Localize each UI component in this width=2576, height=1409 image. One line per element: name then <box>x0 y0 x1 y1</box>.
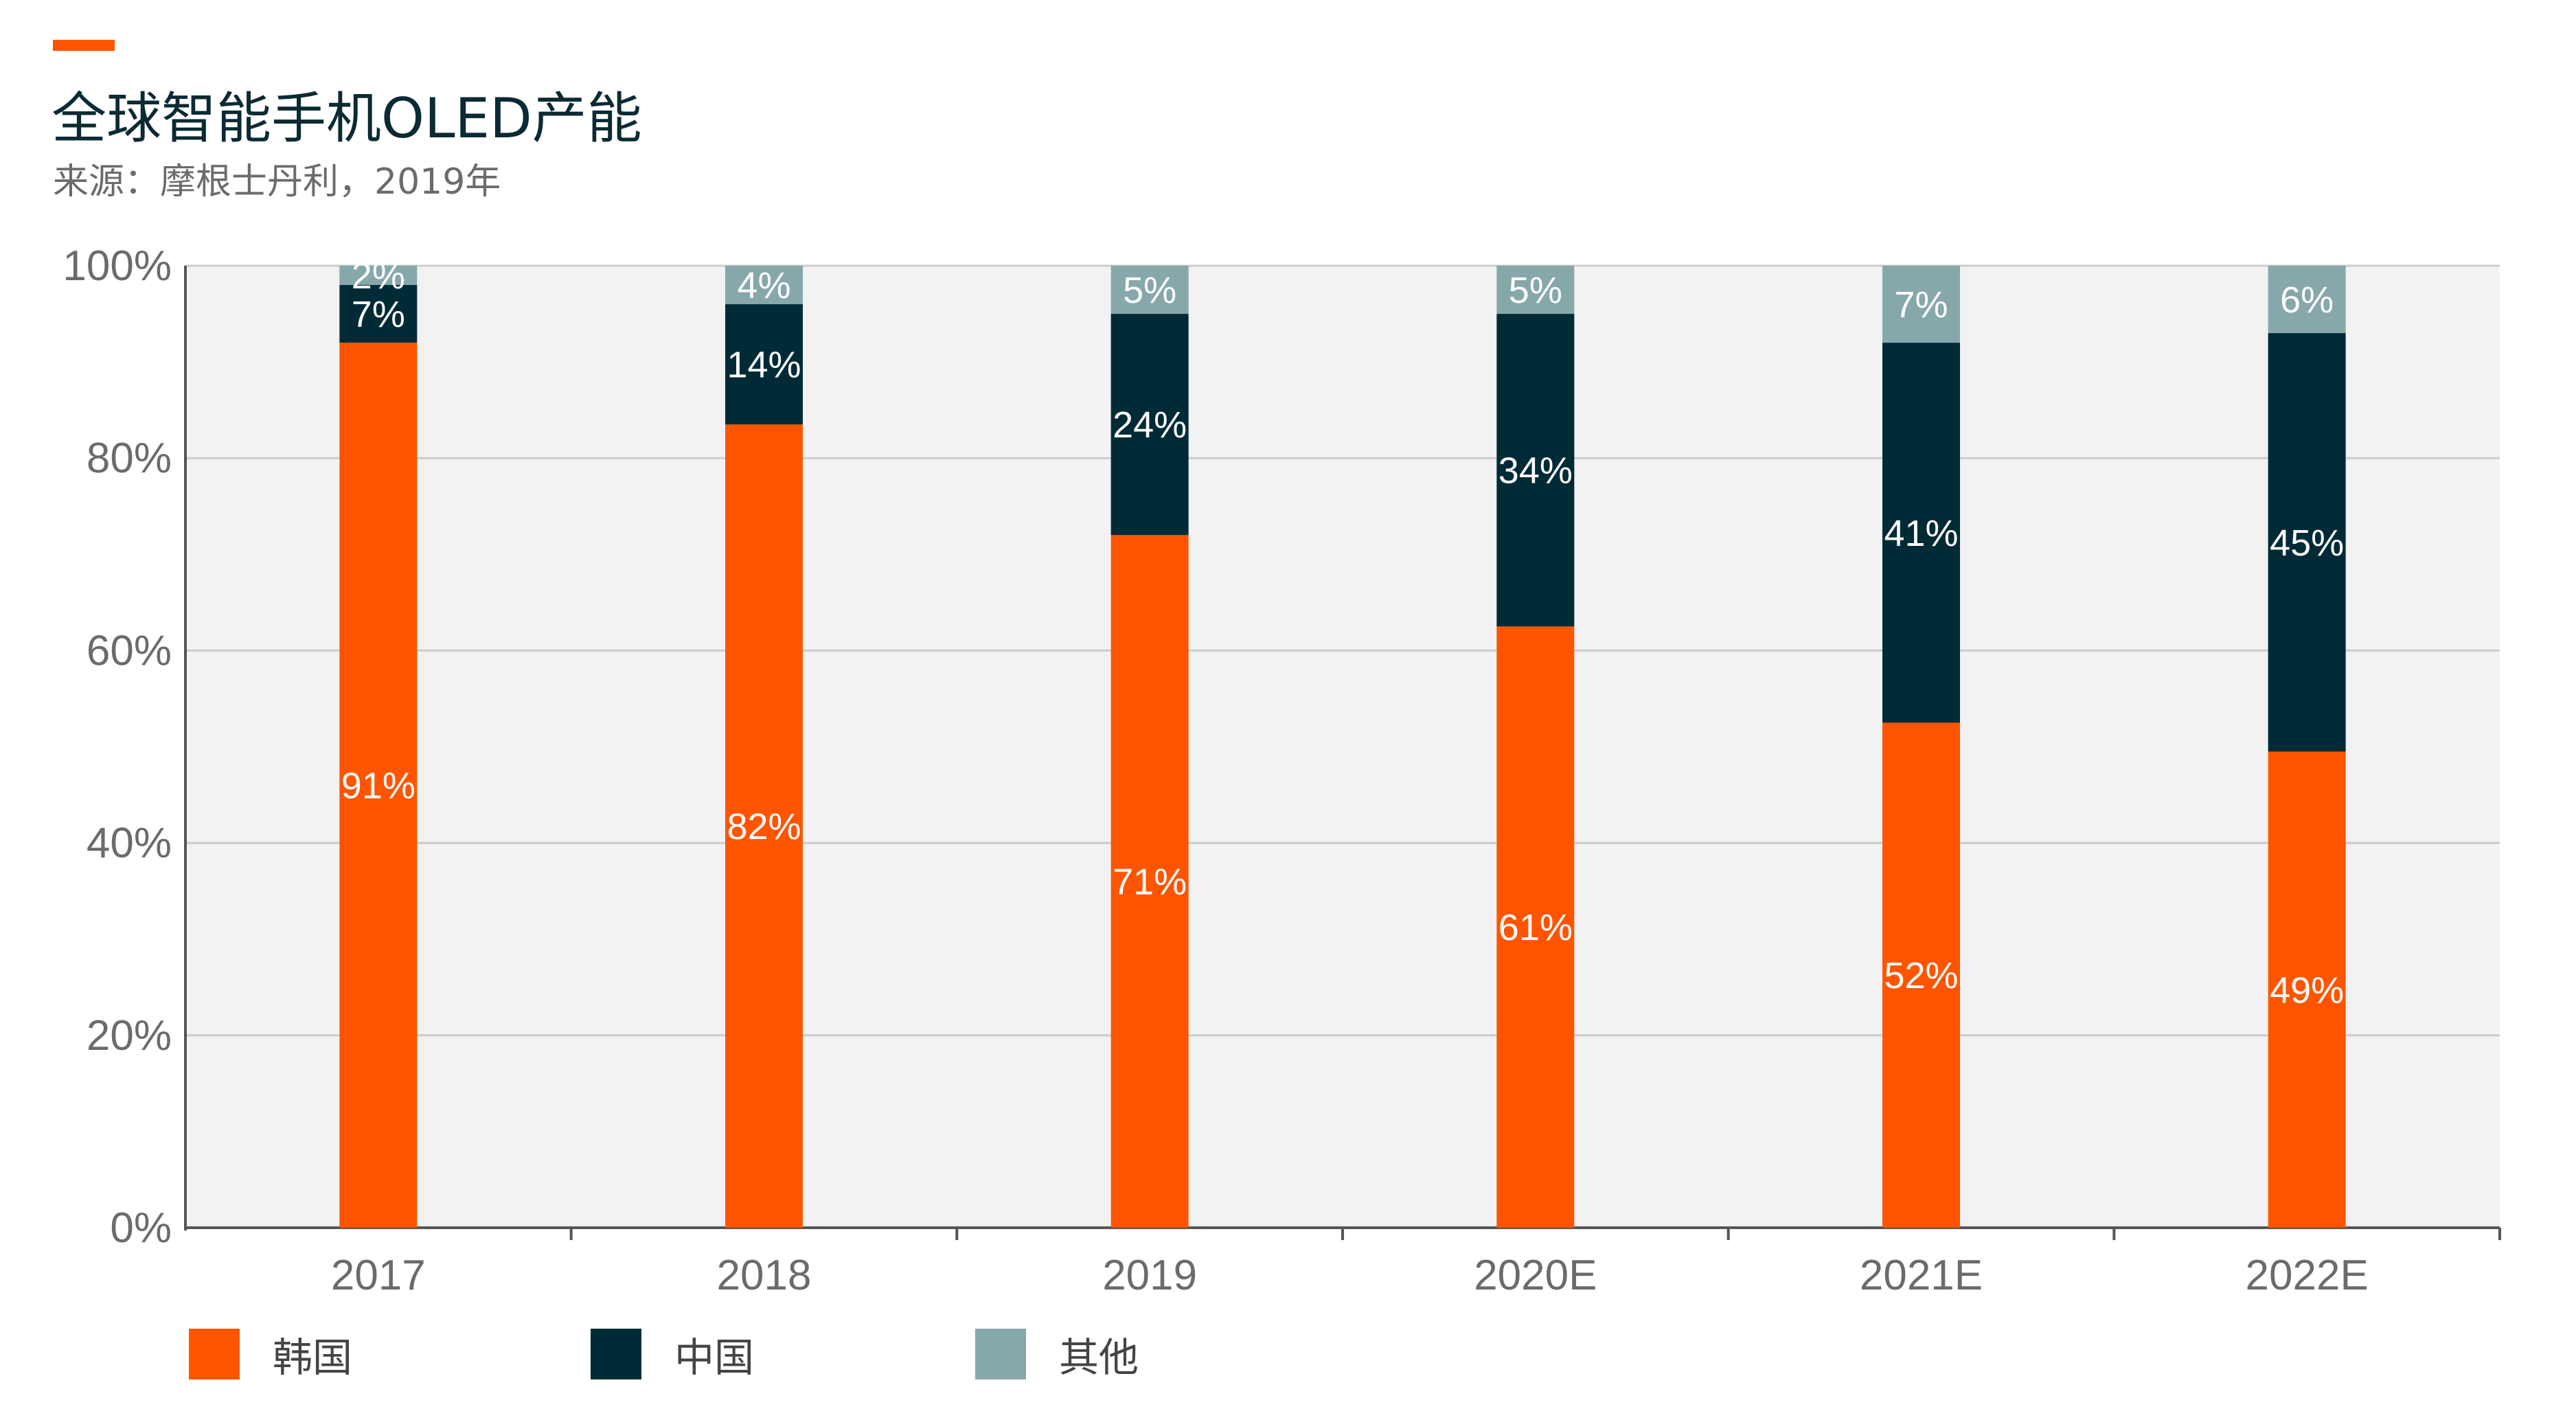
y-tick-label: 0% <box>110 1204 172 1252</box>
bar-segment-korea-2017 <box>339 343 418 1228</box>
data-label-china-2018: 14% <box>727 345 801 386</box>
y-tick-label: 40% <box>87 820 172 867</box>
data-label-china-2022E: 45% <box>2270 523 2344 564</box>
x-tick-label: 2018 <box>717 1252 812 1299</box>
data-label-other-2019: 5% <box>1123 270 1176 311</box>
data-label-korea-2022E: 49% <box>2270 970 2344 1011</box>
data-label-korea-2019: 71% <box>1113 862 1187 903</box>
data-label-other-2017: 2% <box>352 255 405 297</box>
bar-segment-korea-2020E <box>1496 626 1575 1228</box>
legend-item-china: 中国 <box>591 1329 754 1381</box>
data-label-other-2020E: 5% <box>1509 270 1562 311</box>
legend-swatch-korea <box>189 1329 240 1379</box>
x-tick-label: 2017 <box>331 1252 426 1299</box>
legend-label-china: 中国 <box>674 1334 755 1381</box>
bar-segment-other-2020E <box>1496 266 1575 314</box>
legend-label-other: 其他 <box>1059 1334 1139 1381</box>
bar-segment-other-2022E <box>2268 266 2346 334</box>
title-accent-bar <box>53 40 115 51</box>
bar-segment-other-2017 <box>339 266 418 286</box>
bar-segment-other-2019 <box>1110 266 1189 314</box>
bar-segment-korea-2021E <box>1882 722 1960 1228</box>
data-label-china-2020E: 34% <box>1498 450 1573 492</box>
data-label-korea-2020E: 61% <box>1498 907 1573 948</box>
data-label-china-2021E: 41% <box>1884 513 1958 554</box>
bar-segment-korea-2018 <box>725 424 803 1228</box>
x-tick-label: 2022E <box>2246 1252 2369 1299</box>
legend-swatch-other <box>975 1329 1026 1379</box>
bar-segment-china-2021E <box>1882 343 1960 723</box>
bar-segment-china-2020E <box>1496 314 1575 627</box>
bar-segment-korea-2022E <box>2268 751 2346 1228</box>
bar-segment-other-2021E <box>1882 266 1960 343</box>
data-label-korea-2021E: 52% <box>1884 955 1958 996</box>
data-label-china-2017: 7% <box>352 294 405 335</box>
data-label-korea-2017: 91% <box>341 766 415 807</box>
legend-swatch-china <box>591 1329 641 1379</box>
bar-segment-china-2022E <box>2268 333 2346 752</box>
y-tick-label: 20% <box>87 1012 172 1059</box>
legend-label-korea: 韩国 <box>273 1334 353 1381</box>
y-tick-label: 60% <box>87 627 172 674</box>
y-tick-label: 80% <box>87 435 172 482</box>
data-label-korea-2018: 82% <box>727 806 801 847</box>
legend-item-other: 其他 <box>975 1329 1139 1381</box>
plot-area <box>185 266 2500 1228</box>
chart-title: 全球智能手机OLED产能 <box>52 87 642 150</box>
x-tick-label: 2021E <box>1860 1252 1983 1299</box>
chart-subtitle: 来源：摩根士丹利，2019年 <box>53 161 501 203</box>
bar-segment-china-2019 <box>1110 314 1189 536</box>
legend-item-korea: 韩国 <box>189 1329 352 1381</box>
bar-segment-korea-2019 <box>1110 535 1189 1228</box>
x-tick-label: 2020E <box>1474 1252 1597 1299</box>
data-label-other-2022E: 6% <box>2280 279 2334 321</box>
y-tick-label: 100% <box>62 242 172 290</box>
bar-segment-other-2018 <box>725 266 803 305</box>
bar-segment-china-2018 <box>725 304 803 425</box>
bar-segment-china-2017 <box>339 285 418 343</box>
data-label-other-2018: 4% <box>737 265 790 306</box>
data-label-other-2021E: 7% <box>1894 284 1948 325</box>
data-label-china-2019: 24% <box>1113 404 1187 446</box>
x-tick-label: 2019 <box>1102 1252 1197 1299</box>
